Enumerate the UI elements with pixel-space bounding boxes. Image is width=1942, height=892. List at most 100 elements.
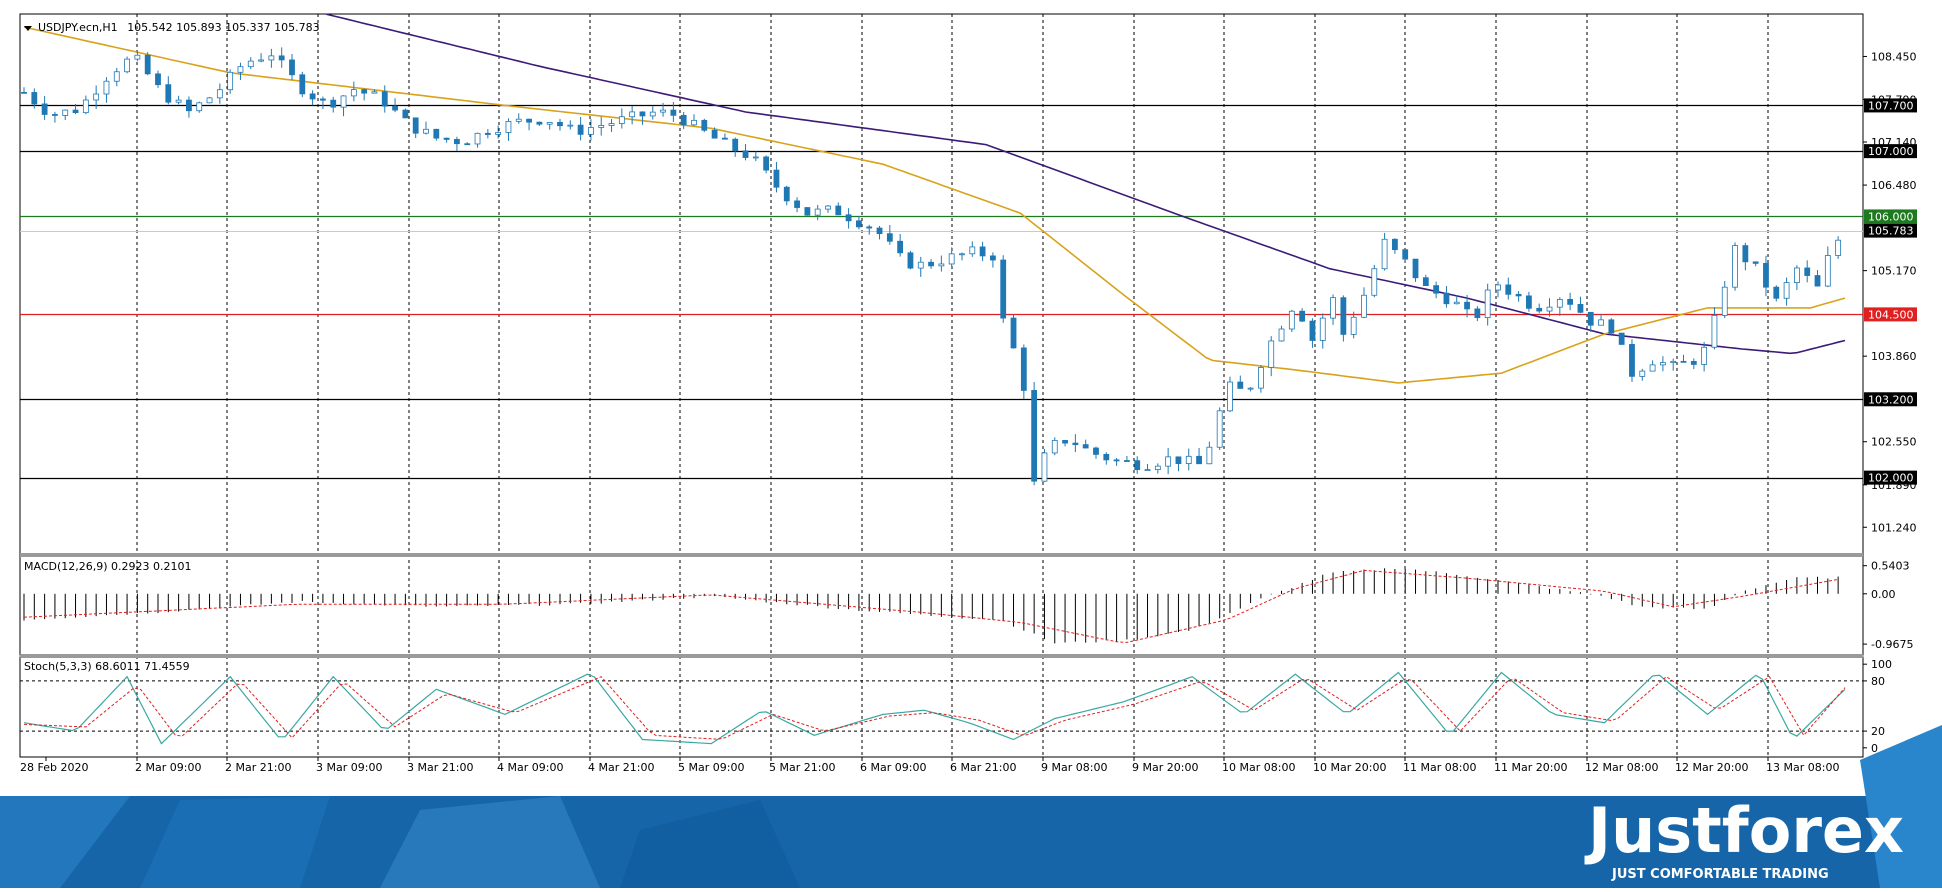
candlesticks [21, 47, 1842, 486]
candle-bear [1340, 297, 1347, 335]
candle-bull [1154, 465, 1161, 470]
candle-bear [1690, 361, 1697, 365]
candle-bear [361, 89, 368, 94]
x-tick-label: 11 Mar 08:00 [1403, 761, 1476, 774]
candle-bear [1618, 332, 1625, 345]
candle-bull [825, 205, 831, 210]
candle-bear [464, 143, 471, 146]
candle-bear [1392, 238, 1398, 251]
candle-bull [1598, 319, 1604, 326]
candle-bull [1278, 328, 1285, 342]
candle-bull [1824, 255, 1831, 287]
price-level-tag [1864, 470, 1917, 485]
x-tick-label: 4 Mar 21:00 [588, 761, 654, 774]
banner-shape [0, 796, 130, 888]
candle-bull [1639, 370, 1646, 377]
banner-shape [620, 800, 800, 888]
candle-bull [474, 132, 481, 145]
candle-bear [484, 132, 491, 135]
candle-bear [763, 156, 770, 171]
candle-bull [1495, 284, 1501, 291]
x-tick-label: 28 Feb 2020 [20, 761, 88, 774]
candle-bull [691, 119, 697, 126]
panel-separator[interactable] [20, 654, 1863, 658]
candle-bull [959, 253, 965, 256]
candle-bear [557, 122, 563, 127]
x-tick-label: 3 Mar 09:00 [316, 761, 382, 774]
candle-bull [1227, 381, 1233, 412]
chart-menu-triangle-icon[interactable] [24, 26, 32, 31]
candle-bull [1206, 446, 1213, 465]
candle-bull [350, 89, 357, 97]
candle-bear [1103, 454, 1110, 461]
candle-bull [1732, 245, 1738, 288]
candle-bull [206, 97, 213, 104]
candle-bull [62, 109, 69, 116]
candle-bull [1484, 289, 1491, 318]
candle-bear [155, 73, 161, 86]
candle-bear [1062, 440, 1068, 444]
brand-tagline: JUST COMFORTABLE TRADING [1611, 867, 1829, 882]
candle-bull [1330, 297, 1336, 319]
candle-bull [175, 99, 182, 103]
time-axis: 28 Feb 2020 2 Mar 09:00 2 Mar 21:00 3 Mar 0… [20, 757, 1839, 774]
candle-bull [1546, 306, 1553, 312]
candle-bear [773, 169, 780, 188]
candle-bear [783, 186, 790, 202]
candle-bear [722, 137, 728, 140]
candle-bear [1093, 447, 1099, 455]
x-tick-label: 12 Mar 08:00 [1585, 761, 1658, 774]
candle-bear [1412, 258, 1419, 279]
y-tick-label: 102.550 [1871, 436, 1917, 449]
candle-bear [165, 84, 172, 103]
horizontal-levels [20, 104, 1863, 480]
candle-bear [701, 119, 708, 131]
macd-tick-label: 0.00 [1871, 588, 1896, 601]
candle-bear [1515, 293, 1522, 297]
candle-bull [1701, 346, 1708, 365]
candle-bull [1144, 469, 1151, 471]
candle-bull [515, 118, 522, 122]
stoch-tick-label: 80 [1871, 675, 1885, 688]
candle-bear [866, 226, 873, 229]
candle-bear [1763, 262, 1769, 288]
x-tick-label: 13 Mar 08:00 [1766, 761, 1839, 774]
candle-bear [804, 207, 811, 216]
macd-tick-label: -0.9675 [1871, 638, 1913, 651]
candle-bear [1402, 249, 1409, 260]
panel-separator[interactable] [20, 553, 1863, 557]
candle-bear [577, 124, 584, 135]
candle-bear [21, 91, 27, 94]
moving-averages [23, 13, 1846, 384]
candle-bear [680, 114, 687, 126]
y-tick-label: 108.450 [1871, 50, 1917, 63]
candle-bull [917, 261, 924, 269]
candle-bull [1350, 316, 1357, 335]
candle-bull [1268, 340, 1275, 368]
candle-bear [330, 99, 337, 108]
candle-bull [1453, 301, 1460, 305]
candle-bear [845, 214, 852, 222]
candle-bull [423, 128, 429, 134]
candle-bear [1175, 456, 1182, 464]
candle-bear [1237, 381, 1244, 389]
y-tick-label: 106.480 [1871, 179, 1917, 192]
candle-bull [969, 246, 976, 255]
candle-bear [412, 117, 419, 134]
candle-bear [856, 220, 862, 228]
candle-bear [990, 255, 996, 261]
candle-bear [72, 109, 79, 114]
candle-bull [1319, 317, 1326, 341]
stoch-tick-label: 20 [1871, 725, 1885, 738]
banner-shape [380, 796, 600, 888]
price-level-label: 106.000 [1868, 210, 1914, 223]
stoch-tick-label: 100 [1871, 658, 1892, 671]
banner-shape [1860, 725, 1942, 888]
candle-bull [495, 132, 502, 135]
candle-bear [1773, 286, 1780, 299]
last-price-label: 105.783 [1868, 225, 1914, 238]
stoch-k-line [23, 671, 1846, 745]
candle-bear [1113, 459, 1120, 462]
